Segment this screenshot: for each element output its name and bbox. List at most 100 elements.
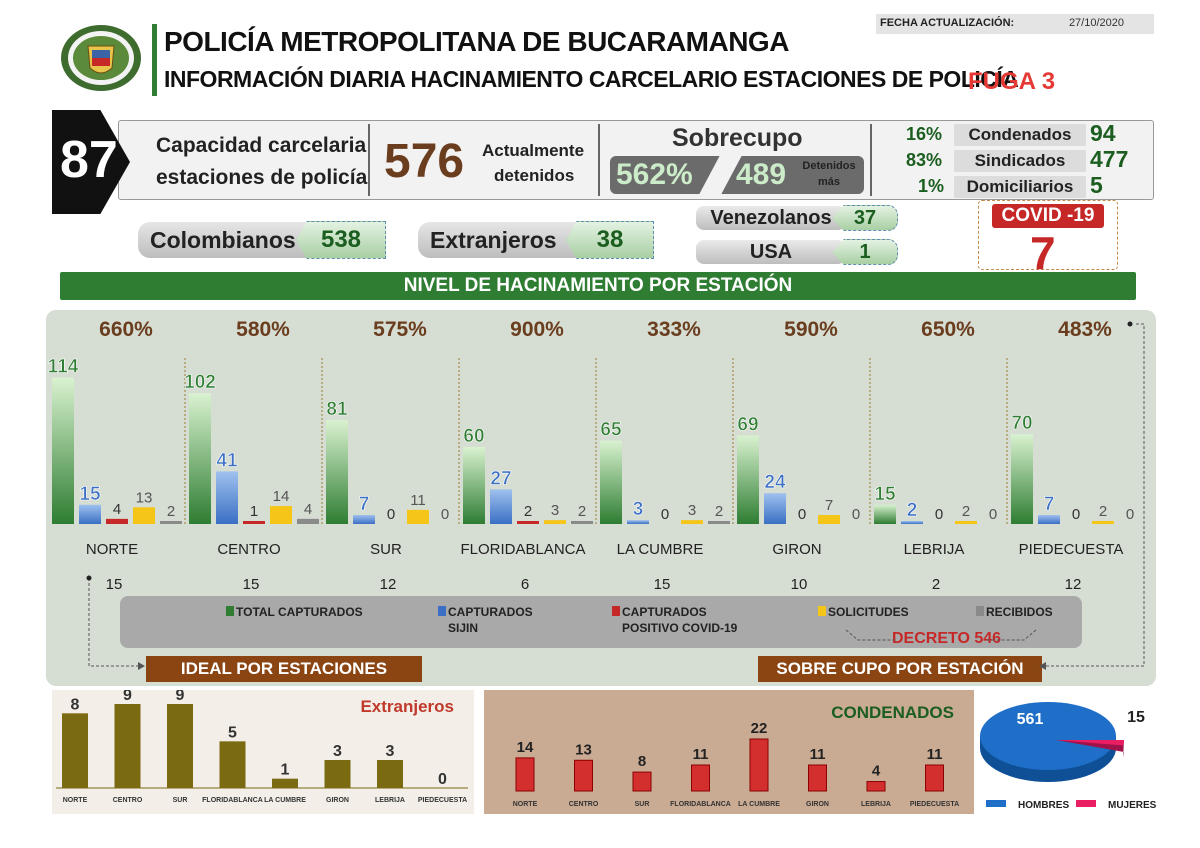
ideal-per-station-label: IDEAL POR ESTACIONES <box>146 656 422 682</box>
bar-value-label: 65 <box>600 420 622 441</box>
fuga-count: FUGA 3 <box>968 68 1056 95</box>
stat-label: Sindicados <box>954 150 1086 172</box>
bar-value-label: 7 <box>825 497 833 514</box>
update-date-box: FECHA ACTUALIZACIÓN: 27/10/2020 <box>876 14 1154 34</box>
bar-solicitudes <box>818 515 840 524</box>
category-label: CENTRO <box>569 801 599 808</box>
bar-capturados-sijin <box>79 504 101 524</box>
bar-total-capturados <box>326 420 348 524</box>
legend-swatch <box>818 606 826 616</box>
bar-value-label: 24 <box>764 472 786 493</box>
bar-total-capturados <box>600 440 622 524</box>
pie-value-mujeres: 15 <box>1127 709 1145 726</box>
bar-capturados-sijin <box>901 521 923 524</box>
bar-value-label: 69 <box>737 414 758 435</box>
overcrowding-percent: 650% <box>921 318 975 341</box>
bar-value-label: 27 <box>490 468 511 489</box>
legend-swatch-mujeres <box>1076 800 1096 807</box>
bar-value-label: 5 <box>228 724 237 741</box>
bar-value-label: 0 <box>798 506 806 523</box>
usa-value: 1 <box>832 239 898 265</box>
page-subtitle: INFORMACIÓN DIARIA HACINAMIENTO CARCELAR… <box>164 66 1019 92</box>
pie-value-hombres: 561 <box>1017 711 1044 728</box>
bar <box>377 760 403 788</box>
summary-separator <box>368 124 370 196</box>
station-label: NORTE <box>86 541 138 558</box>
bar <box>515 757 535 792</box>
extranjeros-value: 38 <box>566 221 654 259</box>
bar-value-label: 2 <box>715 503 723 520</box>
bar-capturados-sijin <box>216 471 238 524</box>
bar-total-capturados <box>52 377 74 524</box>
chart-legend-items: TOTAL CAPTURADOS CAPTURADOS SIJIN CAPTURADO… <box>226 605 1053 635</box>
bar-recibidos <box>297 518 319 524</box>
category-label: LEBRIJA <box>861 801 891 808</box>
legend-label-mujeres: MUJERES <box>1108 800 1157 811</box>
bar-value-label: 13 <box>575 741 592 758</box>
bar-value-label: 11 <box>410 492 426 509</box>
category-label: GIRON <box>326 797 349 804</box>
venezolanos-label: Venezolanos <box>696 206 846 230</box>
detained-label-line1: Actualmente <box>482 141 585 160</box>
pie-slice-mujeres-side <box>1056 740 1124 758</box>
legend-label: SOLICITUDES <box>828 605 909 619</box>
bar <box>324 760 351 788</box>
overcrowding-percent: 900% <box>510 318 564 341</box>
bar-value-label: 4 <box>304 501 312 518</box>
bar-value-label: 0 <box>441 506 449 523</box>
overcap-label-line2: más <box>817 176 841 188</box>
overcap-label: Detenidos más <box>800 158 858 190</box>
bar-capturados-sijin <box>1038 515 1060 524</box>
summary-separator <box>870 124 872 196</box>
bar-value-label: 0 <box>438 771 447 788</box>
bar-value-label: 2 <box>907 500 918 521</box>
bar-value-label: 7 <box>1044 494 1055 515</box>
bar-value-label: 70 <box>1011 413 1032 434</box>
station-label: GIRON <box>772 541 821 558</box>
legend-swatch <box>612 606 620 616</box>
bar-value-label: 14 <box>517 739 534 756</box>
bar-value-label: 9 <box>176 690 185 704</box>
colombianos-label: Colombianos <box>138 222 318 258</box>
bar-value-label: 15 <box>874 484 896 505</box>
bar-value-label: 3 <box>551 502 559 519</box>
stat-label: Condenados <box>954 124 1086 146</box>
stat-percent: 1% <box>918 176 945 196</box>
bar-value-label: 60 <box>463 426 484 447</box>
station-label: SUR <box>370 541 402 558</box>
bar-value-label: 11 <box>693 746 709 763</box>
capacity-label-line2: estaciones de policía <box>156 166 368 189</box>
bar-total-capturados <box>737 435 759 524</box>
covid-value: 7 <box>1030 227 1056 279</box>
stat-value: 5 <box>1090 172 1103 198</box>
stat-label: Domiciliarios <box>954 176 1086 198</box>
category-label: CENTRO <box>113 797 143 804</box>
page-title: POLICÍA METROPOLITANA DE BUCARAMANGA <box>164 26 789 57</box>
bar-value-label: 14 <box>273 488 290 505</box>
ideal-capacity-value: 2 <box>932 576 940 593</box>
stat-value: 477 <box>1090 146 1129 172</box>
legend-swatch <box>438 606 446 616</box>
covid-label: COVID -19 <box>992 204 1104 228</box>
header-divider <box>152 24 157 96</box>
bar <box>114 704 141 788</box>
bar-capturados-positivo-covid-19 <box>106 518 128 524</box>
bar-total-capturados <box>874 504 896 524</box>
bar <box>632 771 652 792</box>
update-date-value: 27/10/2020 <box>1068 17 1124 29</box>
overcrowding-percent: 575% <box>373 318 427 341</box>
legend-label: RECIBIDOS <box>986 605 1053 619</box>
category-label: SUR <box>635 801 650 808</box>
overcrowding-percent: 660% <box>99 318 153 341</box>
category-label: NORTE <box>513 801 538 808</box>
legend-swatch <box>226 606 234 616</box>
ideal-capacity-value: 12 <box>1065 576 1082 593</box>
bar-recibidos <box>160 521 182 524</box>
overcrowding-percent: 580% <box>236 318 290 341</box>
connector-arrows <box>86 321 1145 670</box>
bar-value-label: 102 <box>184 372 216 393</box>
legend-swatch-hombres <box>986 800 1006 807</box>
category-label: GIRON <box>806 801 829 808</box>
update-date-label: FECHA ACTUALIZACIÓN: <box>880 17 1015 29</box>
legend-label: CAPTURADOS <box>622 605 707 619</box>
